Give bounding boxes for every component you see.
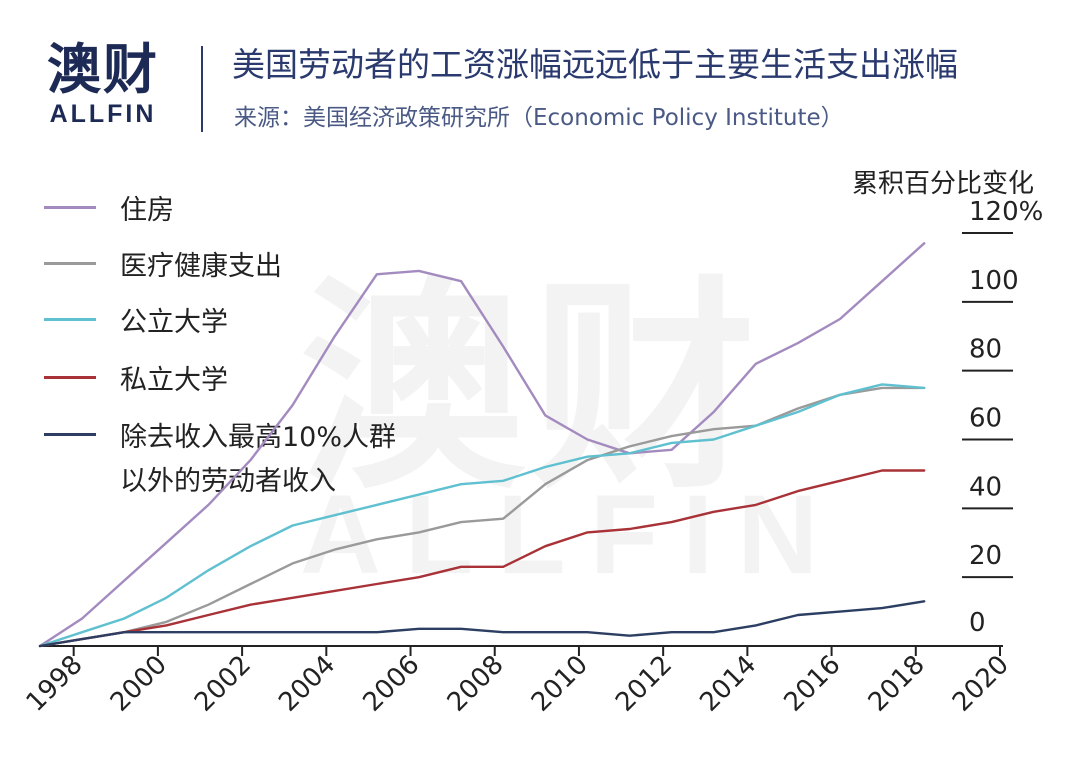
- x-tick-label-2020: 2020: [947, 650, 1015, 718]
- series-line-health: [38, 386, 926, 648]
- legend-swatch-housing: [44, 205, 96, 209]
- y-axis-label: 累积百分比变化: [852, 169, 1034, 199]
- legend-label-wages-cont: 以外的劳动者收入: [120, 466, 336, 497]
- legend-item-private-uni: 私立大学: [44, 357, 228, 397]
- y-tick-label-80: 80: [969, 335, 1002, 365]
- header-divider: [201, 46, 203, 132]
- legend-label-private-uni: 私立大学: [120, 364, 228, 396]
- series-line-housing: [38, 242, 926, 648]
- y-tick-label-100: 100: [969, 266, 1019, 296]
- y-tick-label-20: 20: [969, 541, 1002, 571]
- legend-swatch-private-uni: [44, 375, 96, 379]
- x-tick-label-2006: 2006: [357, 650, 425, 718]
- logo: 澳财 ALLFIN: [44, 38, 162, 129]
- series-line-wages: [38, 600, 926, 648]
- y-tick-label-40: 40: [969, 472, 1002, 502]
- x-tick-label-2002: 2002: [189, 650, 257, 718]
- y-tick-label-0: 0: [969, 608, 986, 638]
- legend-label-housing: 住房: [120, 194, 174, 226]
- legend-item-wages: 除去收入最高10%人群: [44, 414, 396, 454]
- chart-title: 美国劳动者的工资涨幅远远低于主要生活支出涨幅: [232, 45, 958, 84]
- legend-item-housing: 住房: [44, 187, 174, 227]
- logo-sub-text: ALLFIN: [49, 100, 157, 128]
- series-line-public-uni: [38, 383, 926, 648]
- x-tick-label-2016: 2016: [779, 650, 847, 718]
- y-tick-label-60: 60: [969, 404, 1002, 434]
- x-tick-label-2000: 2000: [105, 650, 173, 718]
- watermark-logo-sub: ALLFIN: [300, 470, 842, 599]
- legend-swatch-wages: [44, 432, 96, 436]
- y-tick-label-120: 120%: [969, 197, 1043, 227]
- legend-item-health: 医疗健康支出: [44, 243, 282, 283]
- legend-label-health: 医疗健康支出: [120, 250, 282, 282]
- x-tick-label-2008: 2008: [442, 650, 510, 718]
- x-tick-label-2004: 2004: [273, 650, 341, 718]
- legend-swatch-health: [44, 261, 96, 265]
- series-line-private-uni: [38, 469, 926, 648]
- x-tick-label-1998: 1998: [21, 650, 89, 718]
- logo-main-text: 澳财: [47, 38, 159, 101]
- legend-swatch-public-uni: [44, 317, 96, 321]
- chart-source: 来源：美国经济政策研究所（Economic Policy Institute）: [234, 105, 844, 131]
- legend-label-public-uni: 公立大学: [120, 306, 228, 338]
- legend-item-public-uni: 公立大学: [44, 299, 228, 339]
- x-tick-label-2012: 2012: [610, 650, 678, 718]
- x-tick-label-2018: 2018: [863, 650, 931, 718]
- x-tick-label-2014: 2014: [694, 650, 762, 718]
- legend-label-wages: 除去收入最高10%人群: [120, 421, 397, 453]
- x-tick-label-2010: 2010: [526, 650, 594, 718]
